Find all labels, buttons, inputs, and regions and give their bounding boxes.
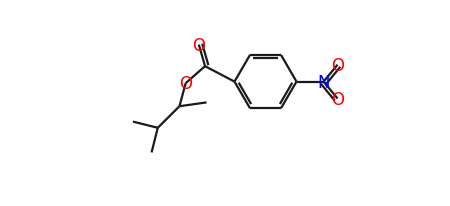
Text: O: O	[331, 90, 344, 108]
Text: O: O	[179, 75, 192, 93]
Text: O: O	[331, 56, 344, 74]
Text: O: O	[192, 36, 205, 54]
Text: N: N	[317, 73, 330, 91]
